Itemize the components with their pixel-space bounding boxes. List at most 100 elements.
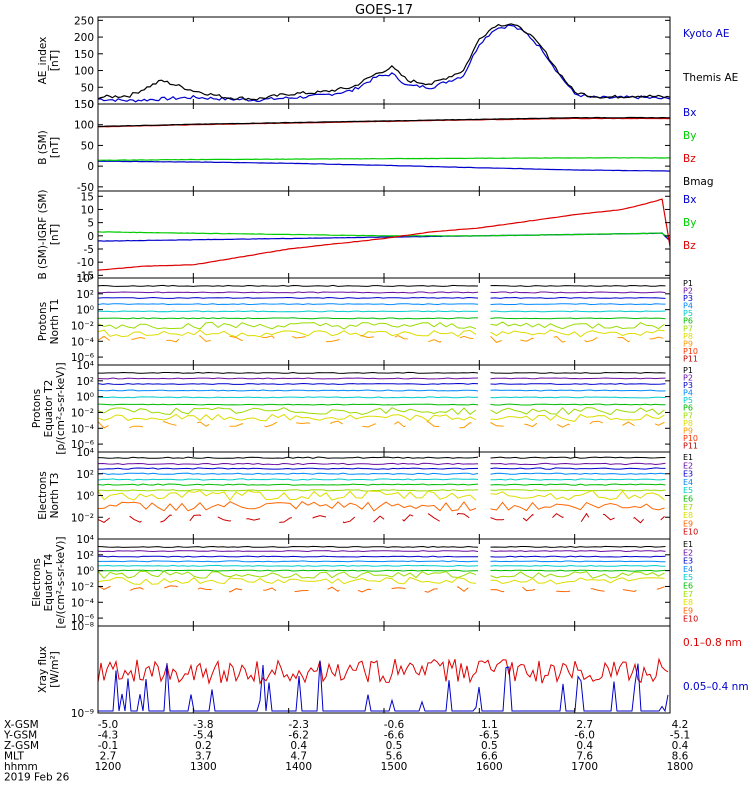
- x-axis-value: 7.6: [576, 751, 593, 763]
- x-axis-row-label: hhmm: [4, 761, 38, 773]
- channel-e7: [490, 489, 666, 492]
- y-tick-label: 15: [81, 191, 94, 203]
- x-axis-value: 4.2: [672, 719, 689, 731]
- panel-protons-t2: 10⁻⁶ 10⁻⁴ 10⁻² 10⁰ 10² 10⁴ Protons Equator T2 [p…: [31, 360, 698, 455]
- y-axis-label: [nT]: [49, 50, 61, 71]
- channel-e9: [98, 501, 477, 512]
- legend-entry: E8: [683, 511, 693, 520]
- x-axis-value: -6.6: [384, 730, 405, 742]
- legend-entry: P3: [683, 294, 693, 303]
- y-tick-label: -50: [77, 182, 94, 194]
- legend-entry: P8: [683, 332, 693, 341]
- y-axis-label: AE_index: [37, 37, 49, 85]
- legend-entry: E4: [683, 478, 693, 487]
- legend-entry: E4: [683, 565, 693, 574]
- legend-entry: 0.05–0.4 nm: [683, 681, 749, 693]
- x-axis-value: -5.4: [193, 730, 214, 742]
- channel-p2: [490, 377, 666, 380]
- legend-entry: Bz: [683, 153, 696, 165]
- series-bz: [98, 198, 670, 271]
- series-bmag: [98, 116, 670, 128]
- y-axis-label: Electrons: [37, 471, 49, 520]
- channel-p4: [98, 389, 479, 392]
- x-axis-table: X-GSM -5.0 -3.8 -2.3 -0.6 1.1 2.7 4.2Y-GSM -4.3-…: [3, 719, 693, 784]
- y-tick-label: -15: [77, 270, 94, 282]
- panel-data: [98, 545, 666, 593]
- panel-protons-t1: 10⁻⁶ 10⁻⁴ 10⁻² 10⁰ 10² 10⁴ Protons North T1 P1P2…: [37, 273, 698, 366]
- legend-entry: P1: [683, 366, 693, 375]
- y-tick-label: 10⁻⁶: [71, 613, 94, 625]
- y-tick-label: 100: [74, 120, 94, 132]
- channel-e5: [490, 564, 666, 567]
- y-axis-label: [nT]: [49, 137, 61, 158]
- legend-entry: By: [683, 217, 696, 229]
- x-axis-value: 0.4: [672, 740, 689, 752]
- channel-p8: [98, 413, 477, 422]
- y-tick-label: -10: [77, 257, 94, 269]
- x-axis-value: 1600: [476, 761, 503, 773]
- y-tick-label: 0: [87, 99, 94, 111]
- x-axis-value: -6.5: [479, 730, 500, 742]
- channel-e3: [490, 467, 666, 470]
- y-tick-label: 10⁻²: [71, 320, 94, 332]
- channel-e6: [490, 483, 666, 486]
- channel-e1: [490, 456, 666, 459]
- legend-entry: P5: [683, 309, 693, 318]
- channel-p6: [490, 317, 666, 320]
- channel-e5: [98, 564, 479, 567]
- legend-entry: P2: [683, 287, 693, 296]
- channel-p6: [98, 317, 478, 320]
- y-tick-label: 10⁻⁶: [71, 352, 94, 364]
- channel-p7: [490, 407, 665, 416]
- channel-p1: [98, 284, 479, 287]
- legend-entry: E9: [683, 519, 693, 528]
- legend-entry: P9: [683, 426, 693, 435]
- y-axis-label: B (SM): [37, 130, 49, 164]
- legend-entry: P7: [683, 324, 693, 333]
- channel-e2: [490, 550, 666, 553]
- channel-e7: [98, 570, 477, 580]
- channel-e4: [98, 472, 479, 475]
- channel-e9: [490, 584, 665, 593]
- y-tick-label: 10⁻²: [71, 512, 94, 524]
- panel-data: [98, 23, 670, 103]
- legend-entry: E6: [683, 495, 693, 504]
- y-tick-label: 150: [74, 49, 94, 61]
- series-0.1-0.8nm: [98, 657, 669, 685]
- y-tick-label: 10⁴: [76, 360, 94, 372]
- legend-entry: E6: [683, 582, 693, 591]
- y-tick-label: 10⁰: [76, 392, 94, 404]
- x-axis-value: 5.6: [386, 751, 403, 763]
- channel-p4: [98, 303, 479, 306]
- panel-frame: [97, 16, 671, 105]
- channel-e8: [490, 490, 665, 501]
- legend-entry: P8: [683, 419, 693, 428]
- x-axis-value: -0.1: [98, 740, 119, 752]
- channel-p9: [98, 334, 477, 343]
- channel-e1: [98, 456, 479, 459]
- y-tick-label: 0: [87, 231, 94, 243]
- legend-entry: E7: [683, 503, 693, 512]
- legend-entry: 0.1–0.8 nm: [683, 637, 742, 649]
- legend-entry: E5: [683, 573, 693, 582]
- legend-entry: E7: [683, 590, 693, 599]
- channel-p8: [490, 413, 665, 422]
- legend-entry: E10: [683, 615, 698, 624]
- y-tick-label: 10⁻⁹: [71, 708, 94, 720]
- legend-entry: P11: [683, 354, 698, 363]
- x-axis-value: 4.7: [290, 751, 307, 763]
- x-axis-value: -2.3: [288, 719, 309, 731]
- channel-e2: [490, 462, 666, 466]
- y-tick-label: 5: [87, 218, 94, 230]
- y-tick-label: 50: [81, 140, 94, 152]
- legend-entry: P6: [683, 404, 693, 413]
- x-axis-value: -4.3: [98, 730, 119, 742]
- y-tick-label: 100: [74, 66, 94, 78]
- panel-bsm: -50 0 50 100 150 B (SM) [nT] Bx By Bz Bmag: [37, 99, 714, 194]
- y-tick-label: 10²: [76, 550, 94, 562]
- channel-e6: [490, 569, 666, 572]
- channel-e1: [98, 545, 479, 548]
- x-axis-row-label: Z-GSM: [4, 740, 39, 752]
- y-tick-label: 10⁻²: [71, 407, 94, 419]
- channel-p5: [98, 310, 479, 313]
